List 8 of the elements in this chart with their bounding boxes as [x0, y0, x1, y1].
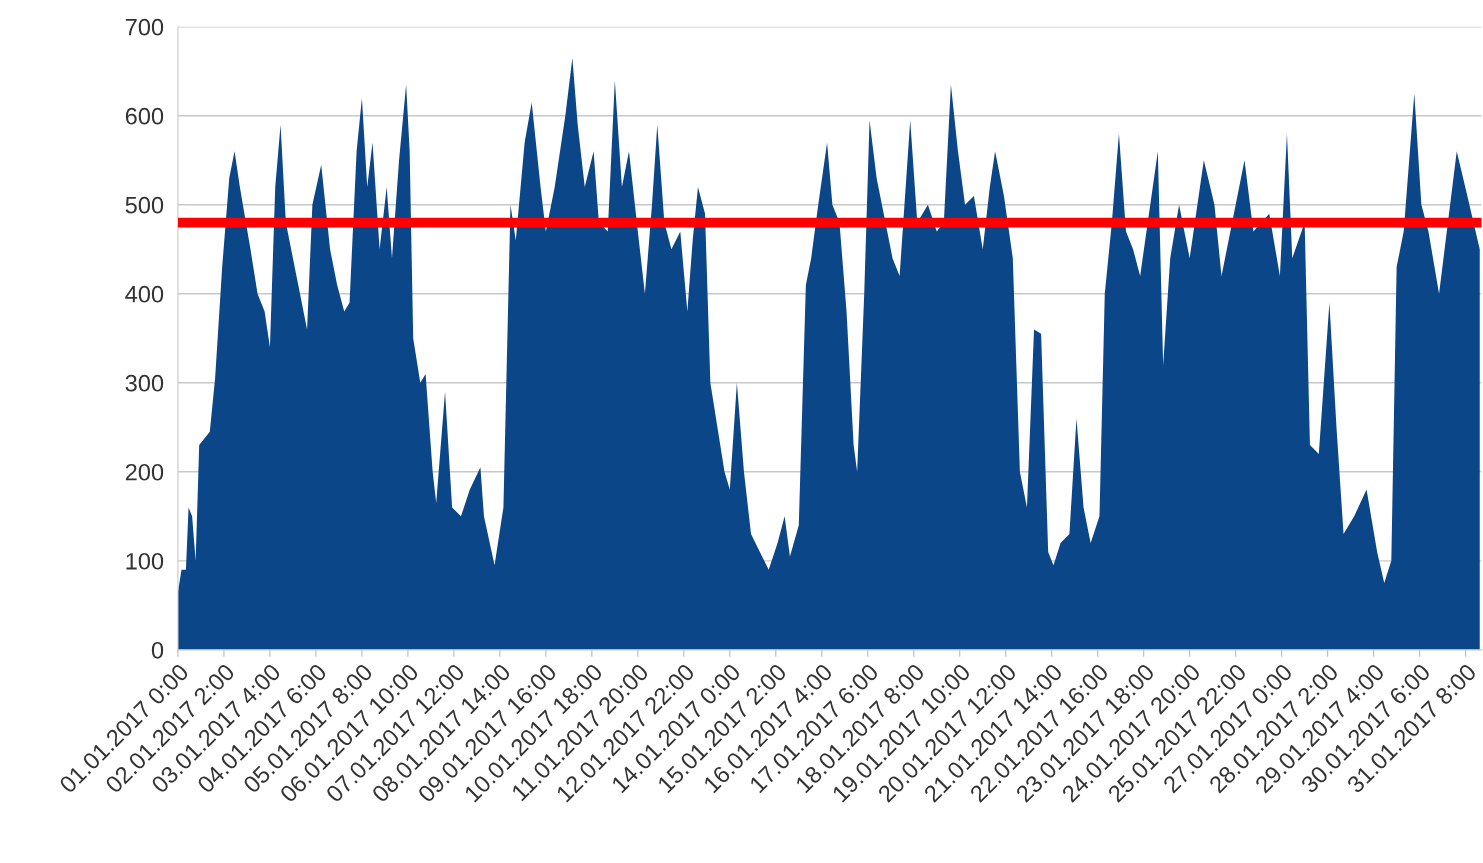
y-tick-label: 700 [125, 18, 164, 36]
y-tick-label: 300 [125, 374, 164, 392]
y-tick-label: 0 [151, 641, 164, 659]
y-tick-label: 100 [126, 552, 164, 570]
y-tick-label: 500 [125, 196, 164, 214]
y-tick-label: 200 [125, 463, 164, 481]
y-tick-label: 400 [125, 285, 164, 303]
y-tick-label: 600 [125, 107, 164, 125]
